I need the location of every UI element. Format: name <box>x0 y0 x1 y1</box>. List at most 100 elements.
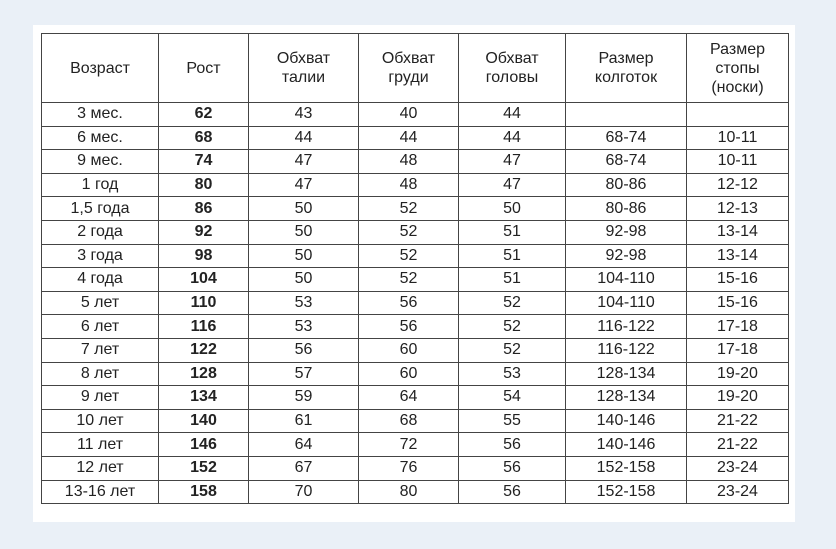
cell-age: 6 мес. <box>41 125 159 151</box>
table-row: 7 лет 122 56 60 52 116-122 17-18 <box>41 337 789 363</box>
cell-chest: 52 <box>358 219 459 245</box>
cell-waist: 50 <box>248 243 359 269</box>
cell-foot-size: 19-20 <box>686 361 789 387</box>
cell-chest: 60 <box>358 361 459 387</box>
cell-foot-size: 21-22 <box>686 432 789 457</box>
cell-age: 7 лет <box>41 337 159 363</box>
cell-height: 68 <box>158 125 249 151</box>
cell-head: 54 <box>458 385 566 410</box>
table-row: 13-16 лет 158 70 80 56 152-158 23-24 <box>41 479 789 505</box>
cell-foot-size: 23-24 <box>686 479 789 505</box>
table-row: 12 лет 152 67 76 56 152-158 23-24 <box>41 455 789 481</box>
cell-height: 98 <box>158 243 249 269</box>
header-chest: Обхват груди <box>358 33 459 103</box>
cell-waist: 47 <box>248 149 359 174</box>
table-row: 9 лет 134 59 64 54 128-134 19-20 <box>41 385 789 410</box>
cell-foot-size: 12-12 <box>686 172 789 198</box>
table-row: 5 лет 110 53 56 52 104-110 15-16 <box>41 290 789 316</box>
cell-height: 128 <box>158 361 249 387</box>
cell-foot-size: 17-18 <box>686 314 789 339</box>
cell-head: 55 <box>458 408 566 434</box>
cell-age: 5 лет <box>41 290 159 316</box>
cell-height: 104 <box>158 267 249 292</box>
cell-chest: 68 <box>358 408 459 434</box>
cell-chest: 56 <box>358 290 459 316</box>
cell-tights-size: 152-158 <box>565 455 687 481</box>
cell-height: 110 <box>158 290 249 316</box>
cell-chest: 64 <box>358 385 459 410</box>
cell-head: 56 <box>458 432 566 457</box>
header-tights-size: Размер колготок <box>565 33 687 103</box>
cell-head: 51 <box>458 219 566 245</box>
header-head: Обхват головы <box>458 33 566 103</box>
cell-height: 116 <box>158 314 249 339</box>
cell-tights-size: 80-86 <box>565 172 687 198</box>
cell-waist: 44 <box>248 125 359 151</box>
cell-foot-size: 12-13 <box>686 196 789 221</box>
cell-tights-size: 92-98 <box>565 243 687 269</box>
table-row: 6 лет 116 53 56 52 116-122 17-18 <box>41 314 789 339</box>
cell-chest: 44 <box>358 125 459 151</box>
cell-chest: 52 <box>358 243 459 269</box>
cell-chest: 56 <box>358 314 459 339</box>
table-row: 9 мес. 74 47 48 47 68-74 10-11 <box>41 149 789 174</box>
cell-chest: 80 <box>358 479 459 505</box>
cell-tights-size: 104-110 <box>565 267 687 292</box>
cell-height: 140 <box>158 408 249 434</box>
cell-age: 13-16 лет <box>41 479 159 505</box>
table-row: 1 год 80 47 48 47 80-86 12-12 <box>41 172 789 198</box>
cell-tights-size: 104-110 <box>565 290 687 316</box>
cell-age: 6 лет <box>41 314 159 339</box>
cell-waist: 50 <box>248 196 359 221</box>
cell-tights-size: 68-74 <box>565 149 687 174</box>
table-row: 10 лет 140 61 68 55 140-146 21-22 <box>41 408 789 434</box>
cell-waist: 53 <box>248 290 359 316</box>
cell-waist: 59 <box>248 385 359 410</box>
cell-tights-size: 92-98 <box>565 219 687 245</box>
cell-height: 74 <box>158 149 249 174</box>
cell-age: 9 лет <box>41 385 159 410</box>
cell-foot-size: 10-11 <box>686 125 789 151</box>
cell-tights-size: 140-146 <box>565 408 687 434</box>
cell-tights-size: 152-158 <box>565 479 687 505</box>
cell-waist: 50 <box>248 267 359 292</box>
cell-age: 11 лет <box>41 432 159 457</box>
cell-age: 3 мес. <box>41 102 159 127</box>
cell-foot-size: 23-24 <box>686 455 789 481</box>
cell-waist: 56 <box>248 337 359 363</box>
cell-height: 152 <box>158 455 249 481</box>
cell-foot-size: 21-22 <box>686 408 789 434</box>
header-row: Возраст Рост Обхват талии Обхват груди Обхват г… <box>41 33 789 103</box>
cell-waist: 57 <box>248 361 359 387</box>
cell-tights-size: 68-74 <box>565 125 687 151</box>
cell-height: 122 <box>158 337 249 363</box>
cell-foot-size: 13-14 <box>686 219 789 245</box>
cell-head: 52 <box>458 290 566 316</box>
cell-waist: 50 <box>248 219 359 245</box>
table-row: 3 года 98 50 52 51 92-98 13-14 <box>41 243 789 269</box>
cell-waist: 67 <box>248 455 359 481</box>
cell-head: 44 <box>458 102 566 127</box>
cell-age: 4 года <box>41 267 159 292</box>
cell-tights-size: 80-86 <box>565 196 687 221</box>
cell-height: 146 <box>158 432 249 457</box>
cell-chest: 72 <box>358 432 459 457</box>
cell-height: 158 <box>158 479 249 505</box>
cell-chest: 40 <box>358 102 459 127</box>
cell-chest: 48 <box>358 172 459 198</box>
cell-age: 10 лет <box>41 408 159 434</box>
table-row: 11 лет 146 64 72 56 140-146 21-22 <box>41 432 789 457</box>
cell-age: 12 лет <box>41 455 159 481</box>
cell-tights-size <box>565 102 687 127</box>
cell-waist: 47 <box>248 172 359 198</box>
cell-head: 53 <box>458 361 566 387</box>
cell-height: 80 <box>158 172 249 198</box>
cell-waist: 64 <box>248 432 359 457</box>
header-height: Рост <box>158 33 249 103</box>
cell-tights-size: 128-134 <box>565 361 687 387</box>
cell-foot-size: 13-14 <box>686 243 789 269</box>
cell-height: 86 <box>158 196 249 221</box>
cell-tights-size: 116-122 <box>565 314 687 339</box>
header-age: Возраст <box>41 33 159 103</box>
cell-waist: 70 <box>248 479 359 505</box>
